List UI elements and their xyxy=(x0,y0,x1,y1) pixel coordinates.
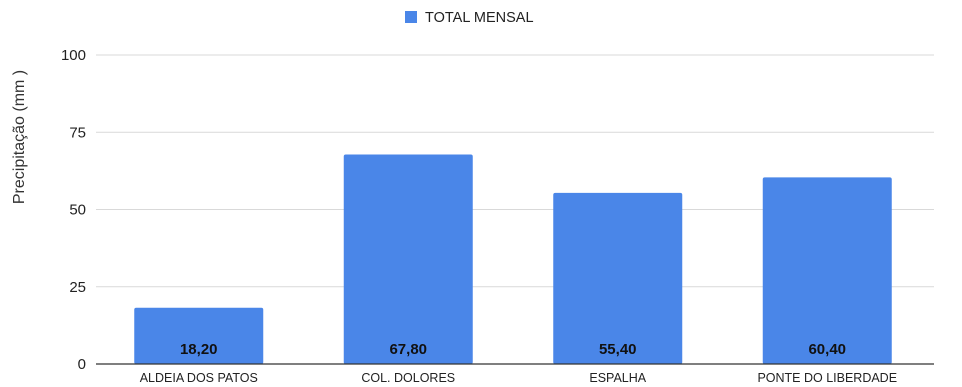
y-tick-label: 100 xyxy=(61,47,86,64)
data-label: 67,80 xyxy=(389,341,427,358)
x-category-label: PONTE DO LIBERDADE xyxy=(757,371,897,385)
x-category-label: ALDEIA DOS PATOS xyxy=(140,371,258,385)
y-axis-ticks: 0 25 50 75 100 xyxy=(61,47,86,373)
data-label: 18,20 xyxy=(180,341,218,358)
x-axis-categories: ALDEIA DOS PATOS COL. DOLORES ESPALHA PONTE… xyxy=(140,371,897,385)
bar xyxy=(343,154,473,364)
x-category-label: ESPALHA xyxy=(589,371,646,385)
bar xyxy=(134,307,264,364)
y-axis-label: Precipitação (mm ) xyxy=(11,70,28,204)
data-label: 60,40 xyxy=(808,341,846,358)
bars: 18,20 67,80 55,40 60,40 xyxy=(134,154,892,364)
y-tick-label: 0 xyxy=(78,356,86,373)
y-tick-label: 50 xyxy=(69,202,86,219)
y-tick-label: 75 xyxy=(69,124,86,141)
bar xyxy=(553,192,683,364)
y-tick-label: 25 xyxy=(69,279,86,296)
legend-swatch xyxy=(405,11,417,23)
data-label: 55,40 xyxy=(599,341,637,358)
bar xyxy=(762,177,892,364)
x-category-label: COL. DOLORES xyxy=(361,371,455,385)
legend: TOTAL MENSAL xyxy=(405,10,534,26)
legend-label: TOTAL MENSAL xyxy=(425,10,534,26)
